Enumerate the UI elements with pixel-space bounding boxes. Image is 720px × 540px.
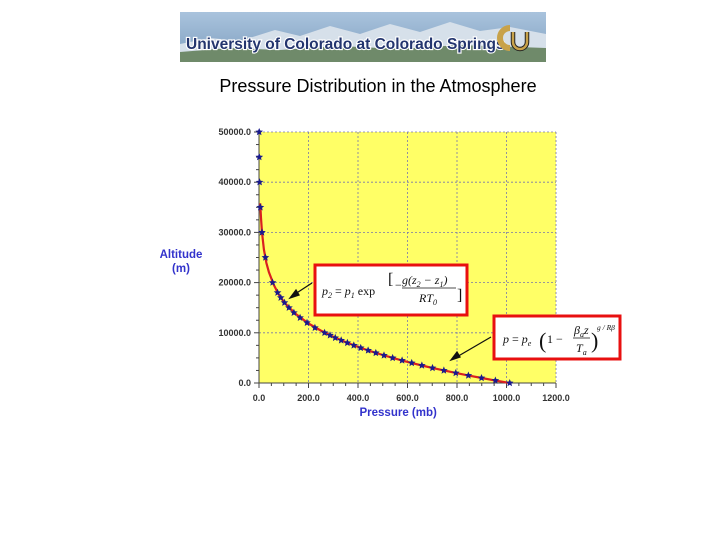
y-tick-label: 20000.0: [218, 278, 251, 288]
data-point-marker: [372, 348, 380, 357]
data-point-marker: [296, 313, 304, 321]
data-point-marker: [356, 343, 365, 352]
data-point-marker: [261, 253, 270, 261]
y-tick-label: 0.0: [238, 378, 251, 388]
svg-text:p = pe: p = pe: [502, 332, 532, 348]
data-point-marker: [398, 356, 406, 364]
banner-foothills: [180, 45, 546, 62]
x-tick-label: 600.0: [396, 393, 419, 403]
lapse-formula: p = pe ( 1 − βaz Ta ) g / Rβ: [502, 323, 615, 357]
lapse-paren-left: (: [539, 328, 546, 353]
data-point-marker: [343, 338, 352, 347]
data-point-marker: [505, 379, 514, 387]
banner-text: University of Colorado at Colorado Sprin…: [186, 36, 505, 53]
isothermal-bracket-left: [: [388, 271, 393, 288]
data-point-marker: [273, 288, 282, 296]
svg-text:p2 = p1 exp: p2 = p1 exp: [321, 284, 375, 300]
lapse-callout-box: [492, 314, 622, 361]
x-tick-label: 0.0: [253, 393, 266, 403]
y-tick-label: 10000.0: [218, 328, 251, 338]
x-tick-label: 400.0: [347, 393, 370, 403]
svg-text:g / Rβ: g / Rβ: [597, 323, 615, 332]
data-point-marker: [388, 353, 397, 362]
svg-text:RT0: RT0: [418, 291, 437, 307]
data-point-marker: [407, 358, 416, 367]
data-point-marker: [285, 303, 293, 311]
data-point-marker: [428, 363, 437, 372]
data-point-marker: [311, 323, 319, 331]
y-tick-label: 50000.0: [218, 127, 251, 137]
data-point-marker: [491, 376, 500, 384]
data-point-marker: [337, 336, 345, 344]
svg-text:1 −: 1 −: [547, 332, 563, 346]
x-tick-label: 800.0: [446, 393, 469, 403]
data-point-marker: [418, 361, 426, 369]
data-point-marker: [255, 128, 263, 136]
data-point-marker: [277, 293, 285, 301]
isothermal-arrowhead: [288, 288, 300, 300]
x-tick-label: 1000.0: [493, 393, 521, 403]
y-axis-label-line2: (m): [172, 263, 190, 275]
isothermal-formula: p2 = p1 exp [ − g(z2 − z1) RT0 ]: [321, 271, 462, 307]
isothermal-minus: −: [395, 278, 402, 292]
data-point-marker: [320, 328, 329, 336]
data-point-marker: [326, 331, 334, 339]
isothermal-callout-box: [313, 263, 469, 317]
data-point-marker: [255, 153, 264, 161]
lapse-paren-right: ): [591, 328, 598, 353]
isothermal-bracket-right: ]: [457, 287, 462, 304]
x-tick-label: 200.0: [297, 393, 320, 403]
data-point-marker: [331, 333, 339, 342]
svg-text:Ta: Ta: [576, 341, 587, 357]
page-title: Pressure Distribution in the Atmosphere: [219, 76, 537, 96]
university-banner: University of Colorado at Colorado Sprin…: [180, 12, 546, 62]
data-point-marker: [256, 203, 265, 211]
data-point-marker: [477, 374, 486, 382]
data-point-marker: [290, 308, 298, 316]
data-point-marker: [350, 341, 358, 349]
x-axis-label: Pressure (mb): [360, 407, 438, 419]
y-axis-label-line1: Altitude: [160, 249, 203, 261]
x-tick-label: 1200.0: [542, 393, 570, 403]
data-point-marker: [255, 178, 264, 186]
cu-logo-icon: [497, 25, 530, 52]
data-point-marker: [464, 371, 473, 379]
data-point-marker: [268, 278, 277, 286]
data-point-marker: [258, 228, 266, 236]
svg-text:g(z2 − z1): g(z2 − z1): [402, 273, 447, 289]
svg-text:βaz: βaz: [573, 323, 589, 339]
data-point-marker: [280, 298, 289, 306]
banner-image: University of Colorado at Colorado Sprin…: [180, 12, 546, 62]
data-point-marker: [440, 366, 448, 374]
lapse-arrow: [454, 336, 492, 359]
data-point-marker: [380, 351, 388, 359]
lapse-arrowhead: [449, 350, 461, 362]
data-point-marker: [452, 369, 460, 377]
data-point-marker: [364, 346, 372, 354]
y-tick-label: 30000.0: [218, 227, 251, 237]
y-tick-label: 40000.0: [218, 177, 251, 187]
data-point-marker: [303, 318, 311, 326]
